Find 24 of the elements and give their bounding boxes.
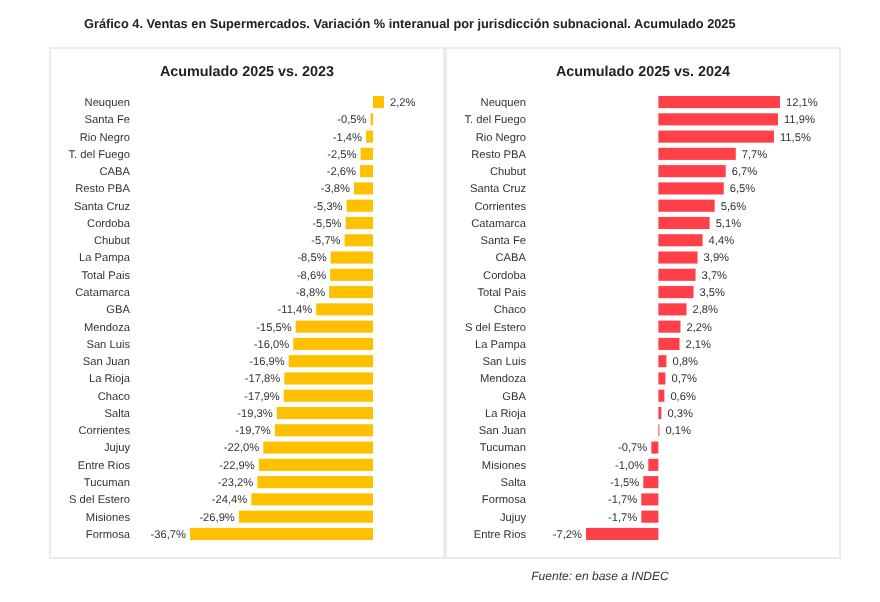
bar bbox=[658, 303, 687, 316]
bar bbox=[658, 130, 774, 143]
bar bbox=[658, 251, 698, 264]
bar bbox=[641, 510, 659, 523]
bar bbox=[658, 199, 715, 212]
bar bbox=[641, 493, 659, 506]
bar bbox=[658, 182, 724, 195]
bar bbox=[658, 165, 726, 178]
bar bbox=[586, 527, 659, 540]
bar bbox=[651, 441, 659, 454]
bar bbox=[658, 337, 680, 350]
bar bbox=[658, 320, 681, 333]
bar bbox=[658, 113, 778, 126]
bar bbox=[658, 372, 666, 385]
bar bbox=[658, 268, 696, 281]
bar bbox=[658, 286, 694, 299]
bar bbox=[658, 147, 736, 160]
bar bbox=[648, 458, 659, 471]
bar bbox=[658, 355, 667, 368]
bar bbox=[658, 216, 710, 230]
bar bbox=[658, 389, 665, 402]
bar bbox=[643, 476, 659, 489]
bar bbox=[658, 96, 780, 109]
bar bbox=[658, 234, 703, 247]
